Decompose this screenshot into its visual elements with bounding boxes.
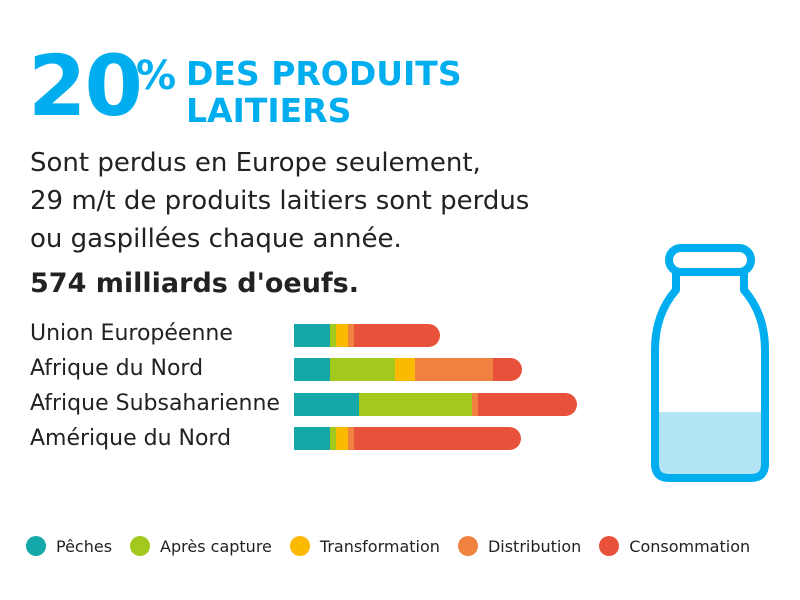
- legend: Pêches Après capture Transformation Dist…: [26, 534, 768, 558]
- bar-segment-afrique-subsaharienne-peches: [294, 393, 359, 416]
- bottle-outline: [651, 272, 769, 482]
- legend-swatch-distribution: [457, 536, 478, 556]
- bar-segment-amerique-du-nord-transformation: [336, 427, 348, 450]
- legend-label-peches: Pêches: [56, 536, 113, 556]
- legend-item-transformation: Transformation: [289, 536, 440, 556]
- eggs-statement: 574 milliards d'oeufs.: [30, 268, 359, 299]
- milk-fill: [655, 412, 765, 478]
- bar-segment-amerique-du-nord-distribution: [348, 427, 354, 450]
- bar-segment-union-europeenne-consommation: [354, 324, 440, 347]
- bar-segment-union-europeenne-peches: [294, 324, 330, 347]
- description-line-3: ou gaspillées chaque année.: [30, 224, 402, 254]
- legend-label-apres-capture: Après capture: [160, 536, 272, 556]
- bar-segment-afrique-du-nord-peches: [294, 358, 330, 381]
- legend-label-consommation: Consommation: [629, 536, 751, 556]
- milk-bottle-icon: [651, 244, 769, 482]
- bar-row-afrique-du-nord: [294, 358, 522, 381]
- headline-percent-sign: %: [136, 53, 177, 99]
- legend-item-peches: Pêches: [26, 536, 112, 556]
- description: Sont perdus en Europe seulement, 29 m/t …: [30, 144, 529, 258]
- legend-label-transformation: Transformation: [319, 536, 440, 556]
- bar-segment-afrique-du-nord-distribution: [415, 358, 493, 381]
- legend-swatch-apres-capture: [130, 536, 151, 556]
- bottle-cap: [665, 244, 755, 276]
- bar-segment-afrique-subsaharienne-consommation: [478, 393, 577, 416]
- headline-number: 20: [28, 37, 143, 135]
- category-label-union-europeenne: Union Européenne: [30, 321, 233, 346]
- legend-swatch-peches: [26, 536, 46, 556]
- description-line-1: Sont perdus en Europe seulement,: [30, 148, 481, 178]
- bar-row-amerique-du-nord: [294, 427, 521, 450]
- bar-row-afrique-subsaharienne: [294, 393, 577, 416]
- bar-segment-afrique-subsaharienne-distribution: [472, 393, 478, 416]
- bar-segment-afrique-subsaharienne-apres-capture: [359, 393, 472, 416]
- legend-label-distribution: Distribution: [487, 536, 582, 556]
- bar-segment-union-europeenne-apres-capture: [330, 324, 336, 347]
- category-label-amerique-du-nord: Amérique du Nord: [30, 426, 232, 451]
- legend-item-apres-capture: Après capture: [130, 536, 272, 556]
- category-label-afrique-subsaharienne: Afrique Subsaharienne: [30, 391, 280, 416]
- bar-segment-amerique-du-nord-consommation: [354, 427, 521, 450]
- category-label-afrique-du-nord: Afrique du Nord: [30, 356, 204, 381]
- bar-segment-union-europeenne-distribution: [348, 324, 354, 347]
- bar-segment-afrique-du-nord-transformation: [395, 358, 415, 381]
- description-line-2: 29 m/t de produits laitiers sont perdus: [30, 186, 530, 216]
- legend-swatch-transformation: [289, 536, 310, 556]
- legend-item-distribution: Distribution: [457, 536, 582, 556]
- headline-line-1: DES PRODUITS: [186, 54, 462, 93]
- headline-line-2: LAITIERS: [186, 91, 352, 130]
- bar-row-union-europeenne: [294, 324, 440, 347]
- legend-item-consommation: Consommation: [599, 536, 750, 556]
- bar-segment-afrique-du-nord-apres-capture: [330, 358, 395, 381]
- bar-segment-afrique-du-nord-consommation: [493, 358, 522, 381]
- bar-segment-union-europeenne-transformation: [336, 324, 348, 347]
- legend-swatch-consommation: [599, 536, 620, 556]
- bar-segment-amerique-du-nord-peches: [294, 427, 330, 450]
- bar-segment-amerique-du-nord-apres-capture: [330, 427, 336, 450]
